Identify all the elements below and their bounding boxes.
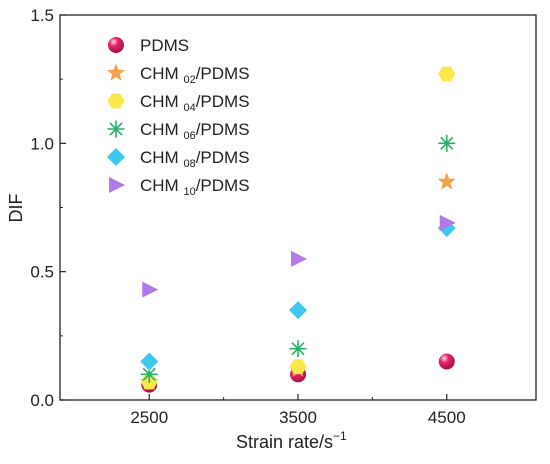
x-tick-label: 2500: [130, 408, 168, 427]
data-point-diamond: [289, 301, 307, 320]
legend-label: CHM 10/PDMS: [140, 176, 250, 198]
data-marks: [140, 66, 456, 393]
legend-label-suffix: /PDMS: [196, 92, 250, 111]
legend-label-subscript: 10: [183, 186, 195, 198]
legend-label-subscript: 02: [183, 74, 195, 86]
legend-marker-diamond: [107, 148, 125, 166]
data-point-sphere: [438, 353, 455, 370]
data-point-asterisk: [438, 134, 456, 152]
x-axis-label: Strain rate/s−1: [236, 429, 347, 452]
legend-label-prefix: CHM: [140, 148, 183, 167]
y-tick-label: 1.0: [30, 134, 54, 153]
legend-marker-asterisk: [107, 120, 125, 138]
data-point-star: [437, 172, 456, 190]
legend-label-prefix: CHM: [140, 176, 183, 195]
legend-label-suffix: /PDMS: [196, 148, 250, 167]
data-point-hexagon: [289, 359, 307, 374]
legend-label: CHM 06/PDMS: [140, 120, 250, 142]
data-point-diamond: [140, 352, 159, 371]
legend-label-prefix: CHM: [140, 64, 183, 83]
legend-label: CHM 02/PDMS: [140, 64, 250, 86]
y-axis-label: DIF: [6, 194, 26, 223]
x-axis-label-exponent: −1: [333, 429, 347, 443]
y-tick-label: 0.5: [30, 263, 54, 282]
legend-label-suffix: /PDMS: [196, 120, 250, 139]
legend-marker-triangle-right: [109, 177, 125, 193]
legend-label-subscript: 04: [183, 102, 195, 114]
y-tick-label: 1.5: [30, 6, 54, 25]
axis-ticks: 2500 3500 4500 0.0 0.5 1.0 1.5: [30, 6, 465, 427]
data-point-triangle-right: [142, 281, 159, 298]
legend-label: CHM 08/PDMS: [140, 148, 250, 170]
legend-label: CHM 04/PDMS: [140, 92, 250, 114]
legend-marker-star: [106, 63, 126, 81]
legend-label-suffix: /PDMS: [196, 64, 250, 83]
data-point-hexagon: [438, 66, 456, 82]
legend-label-subscript: 06: [183, 130, 195, 142]
data-point-asterisk: [289, 340, 307, 358]
legend-label: PDMS: [140, 36, 189, 55]
legend-label-prefix: CHM: [140, 120, 183, 139]
legend-label-prefix: CHM: [140, 92, 183, 111]
legend-marker-sphere: [108, 37, 124, 53]
y-tick-label: 0.0: [30, 391, 54, 410]
legend-label-suffix: /PDMS: [196, 176, 250, 195]
x-tick-label: 3500: [279, 408, 317, 427]
legend-marker-hexagon: [107, 93, 125, 109]
data-point-triangle-right: [291, 250, 307, 267]
x-tick-label: 4500: [428, 408, 466, 427]
data-point-triangle-right: [439, 214, 456, 231]
legend-label-subscript: 08: [183, 158, 195, 170]
